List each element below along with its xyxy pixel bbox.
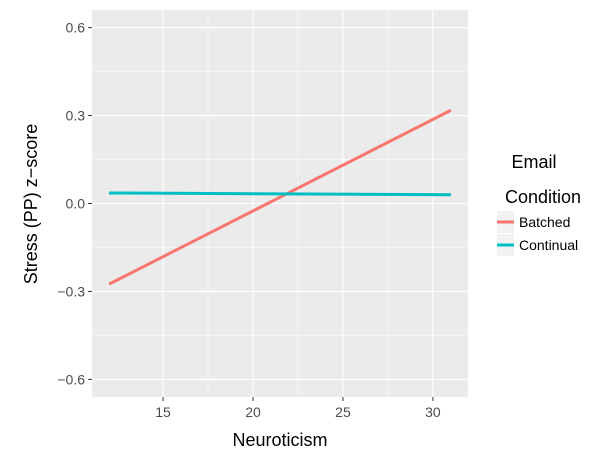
legend-label-batched: Batched <box>519 214 570 230</box>
x-axis-title: Neuroticism <box>232 430 327 450</box>
y-tick-label: 0.3 <box>66 108 86 124</box>
grid-major <box>92 10 468 397</box>
y-tick-label: −0.3 <box>57 283 85 299</box>
x-tick-label: 25 <box>335 404 351 420</box>
legend: Email Condition Batched Continual <box>497 152 581 256</box>
legend-items: Batched Continual <box>497 211 578 256</box>
x-axis-ticks: 15 20 25 30 <box>155 397 441 420</box>
x-tick-label: 30 <box>425 404 441 420</box>
series-line-batched <box>108 108 452 286</box>
x-tick-label: 15 <box>155 404 171 420</box>
y-axis-title: Stress (PP) z−score <box>21 124 41 285</box>
legend-title-line-1: Email <box>511 152 556 172</box>
legend-title-line-2: Condition <box>505 187 581 207</box>
series-layer <box>108 108 452 286</box>
y-tick-label: 0.0 <box>66 196 86 212</box>
x-tick-label: 20 <box>245 404 261 420</box>
legend-label-continual: Continual <box>519 237 578 253</box>
y-axis-ticks: −0.6 −0.3 0.0 0.3 0.6 <box>57 20 92 387</box>
series-line-continual <box>109 191 451 197</box>
y-tick-label: 0.6 <box>66 20 86 36</box>
y-tick-label: −0.6 <box>57 371 85 387</box>
